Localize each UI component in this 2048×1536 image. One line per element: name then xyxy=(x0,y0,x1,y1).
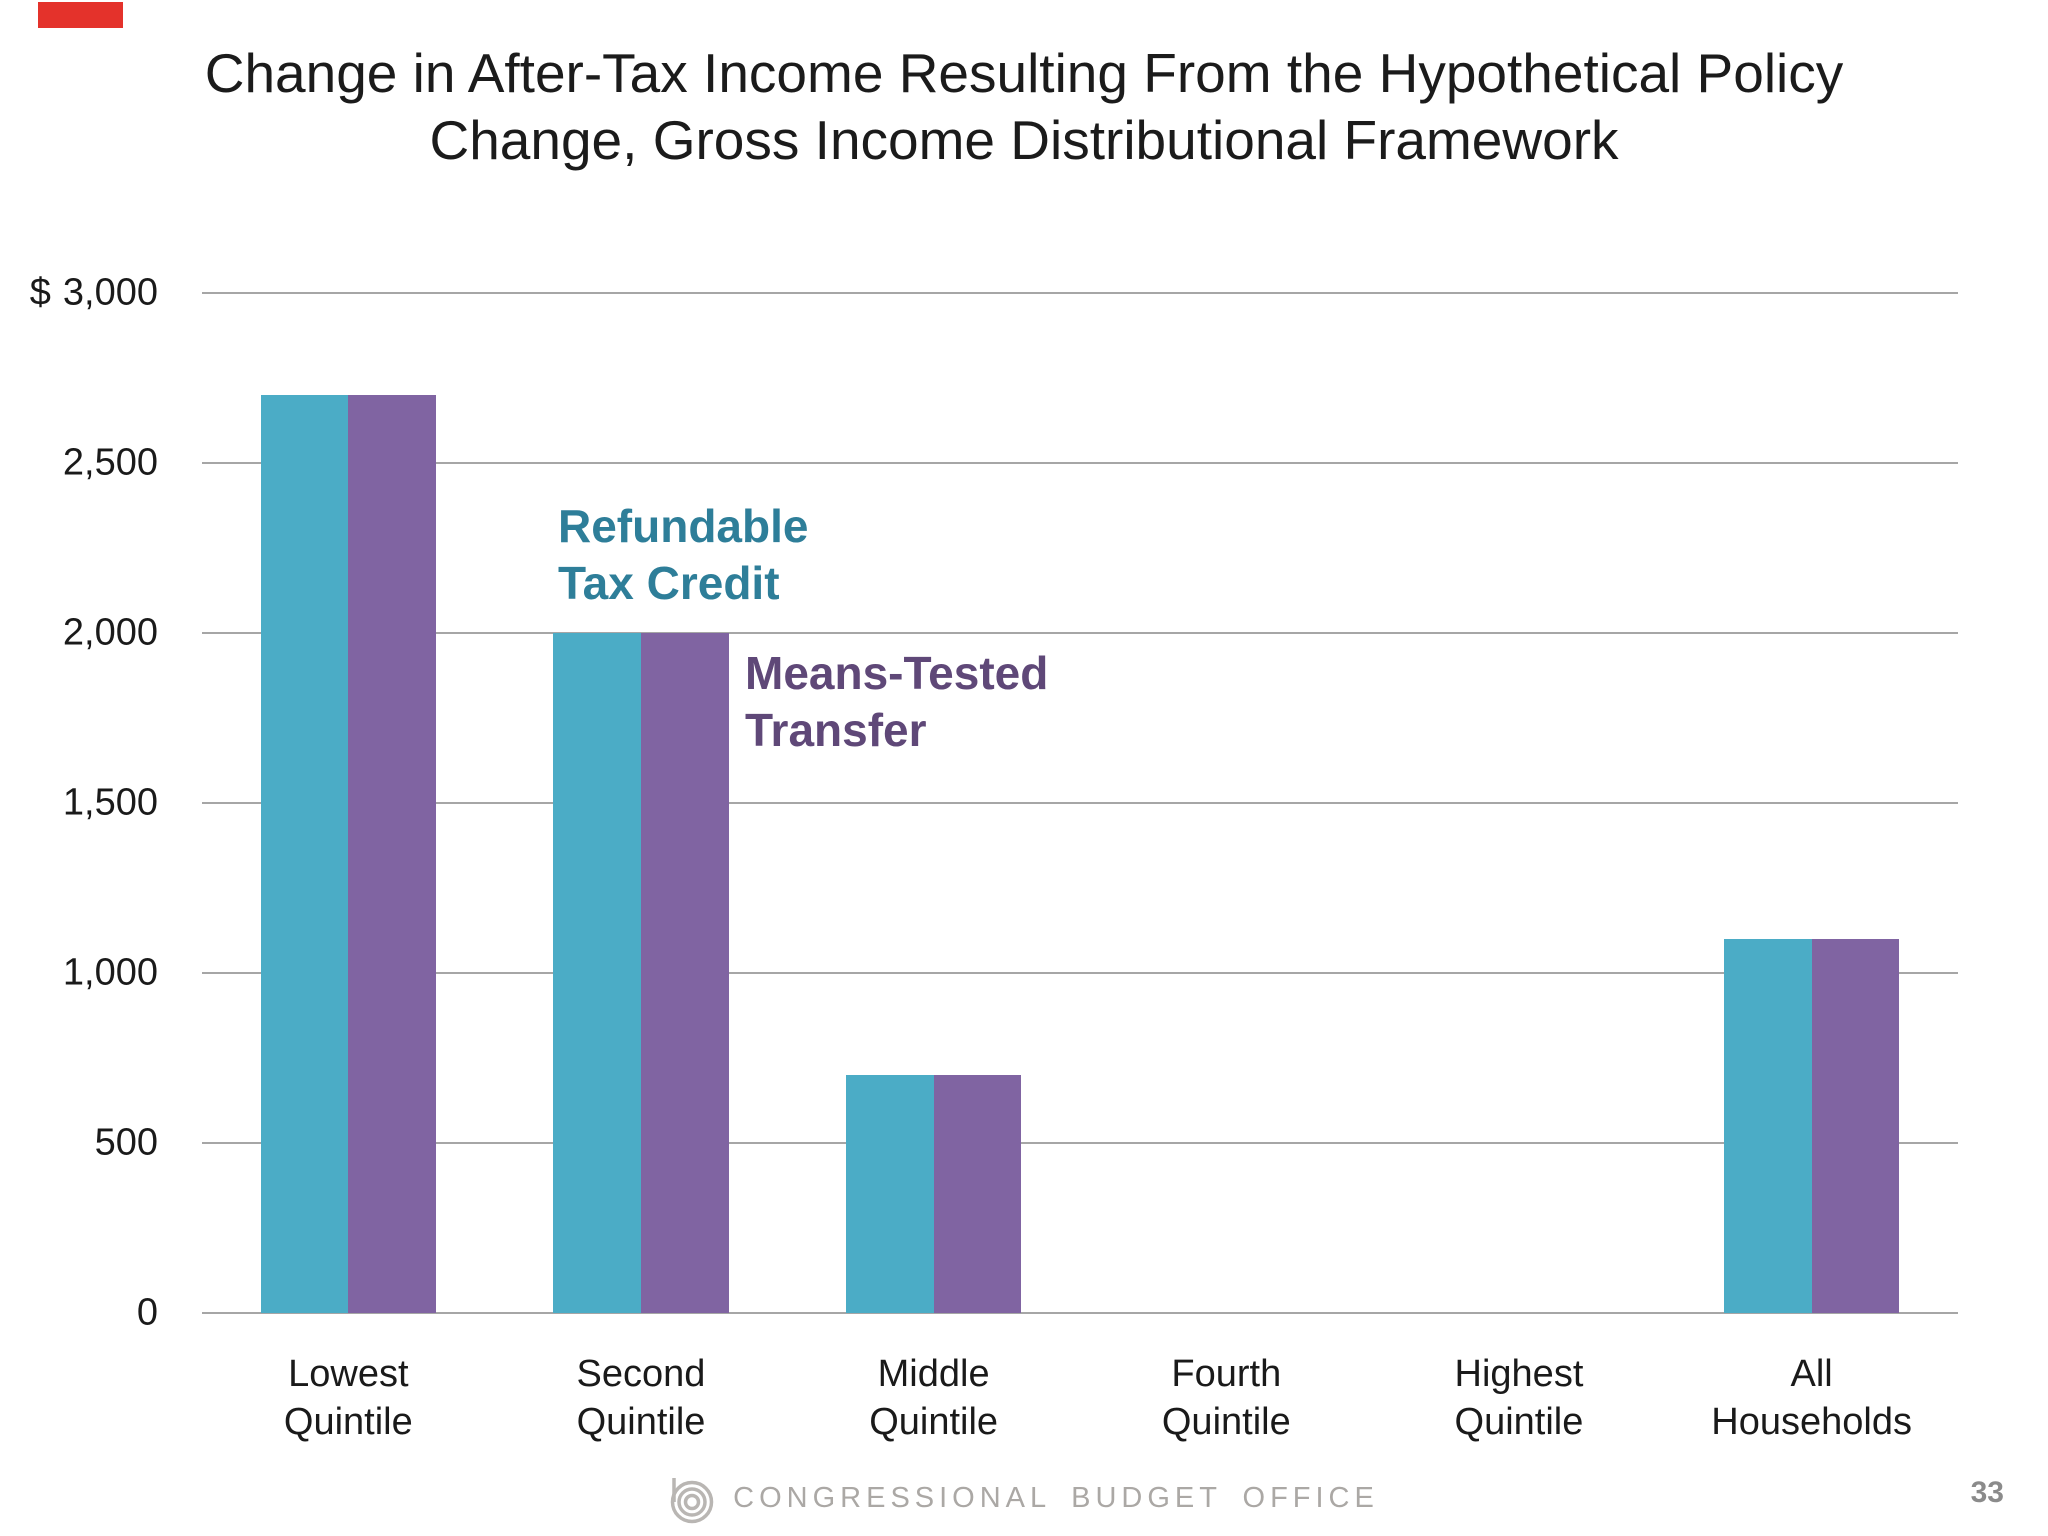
cbo-logo-icon xyxy=(670,1478,714,1524)
series-label-means-tested: Means-Tested Transfer xyxy=(745,647,1049,756)
gridline xyxy=(202,972,1958,974)
chart-title-line2: Change, Gross Income Distributional Fram… xyxy=(429,109,1619,171)
bar-group-all xyxy=(1665,293,1958,1313)
chart-title: Change in After-Tax Income Resulting Fro… xyxy=(0,40,2048,174)
bar-refundable-tax-credit xyxy=(260,395,349,1313)
plot-area: Refundable Tax Credit Means-Tested Transfer xyxy=(202,292,1958,1314)
x-axis-category-label: All Households xyxy=(1711,1353,1912,1443)
gridline xyxy=(202,292,1958,294)
y-axis-tick-label: 0 xyxy=(136,1291,158,1334)
gridline xyxy=(202,1142,1958,1144)
gridline xyxy=(202,802,1958,804)
bar-group-fourth xyxy=(1080,293,1373,1313)
x-axis: Lowest Quintile Second Quintile Middle Quinti… xyxy=(202,1350,1958,1446)
bar-means-tested-transfer xyxy=(640,633,729,1313)
x-axis-category-label: Middle Quintile xyxy=(869,1353,999,1443)
x-axis-category-label: Second Quintile xyxy=(576,1353,706,1443)
bar-group-highest xyxy=(1373,293,1666,1313)
y-axis-tick-label: $3,000 xyxy=(29,271,158,314)
gridline xyxy=(202,462,1958,464)
footer-brand-text: CONGRESSIONAL BUDGET OFFICE xyxy=(733,1481,1379,1514)
gridline xyxy=(202,1312,1958,1314)
currency-prefix: $ xyxy=(29,271,51,314)
bar-refundable-tax-credit xyxy=(845,1075,934,1313)
bar-group-second xyxy=(495,293,788,1313)
bar-refundable-tax-credit xyxy=(1723,939,1812,1313)
bar-means-tested-transfer xyxy=(348,395,437,1313)
x-axis-category-label: Fourth Quintile xyxy=(1161,1353,1291,1443)
bar-means-tested-transfer xyxy=(933,1075,1022,1313)
y-axis-tick-label: 1,500 xyxy=(62,781,158,824)
x-axis-category-label: Lowest Quintile xyxy=(283,1353,413,1443)
footer: CONGRESSIONAL BUDGET OFFICE xyxy=(0,1470,2048,1526)
red-flag-marker xyxy=(38,2,123,28)
page-number: 33 xyxy=(1970,1476,2004,1509)
bar-group-lowest xyxy=(202,293,495,1313)
x-axis-category-label: Highest Quintile xyxy=(1454,1353,1584,1443)
series-label-refundable: Refundable Tax Credit xyxy=(558,500,809,609)
y-axis-tick-label: 1,000 xyxy=(62,951,158,994)
y-axis: $3,000 2,500 2,000 1,500 1,000 500 0 xyxy=(0,272,158,1334)
y-axis-tick-label: 2,500 xyxy=(62,441,158,484)
gridline xyxy=(202,632,1958,634)
y-axis-tick-label: 500 xyxy=(94,1121,158,1164)
y-axis-tick-label: 2,000 xyxy=(62,611,158,654)
bar-refundable-tax-credit xyxy=(553,633,641,1313)
bar-group-middle xyxy=(787,293,1080,1313)
bar-means-tested-transfer xyxy=(1811,939,1900,1313)
chart-title-line1: Change in After-Tax Income Resulting Fro… xyxy=(204,42,1844,104)
